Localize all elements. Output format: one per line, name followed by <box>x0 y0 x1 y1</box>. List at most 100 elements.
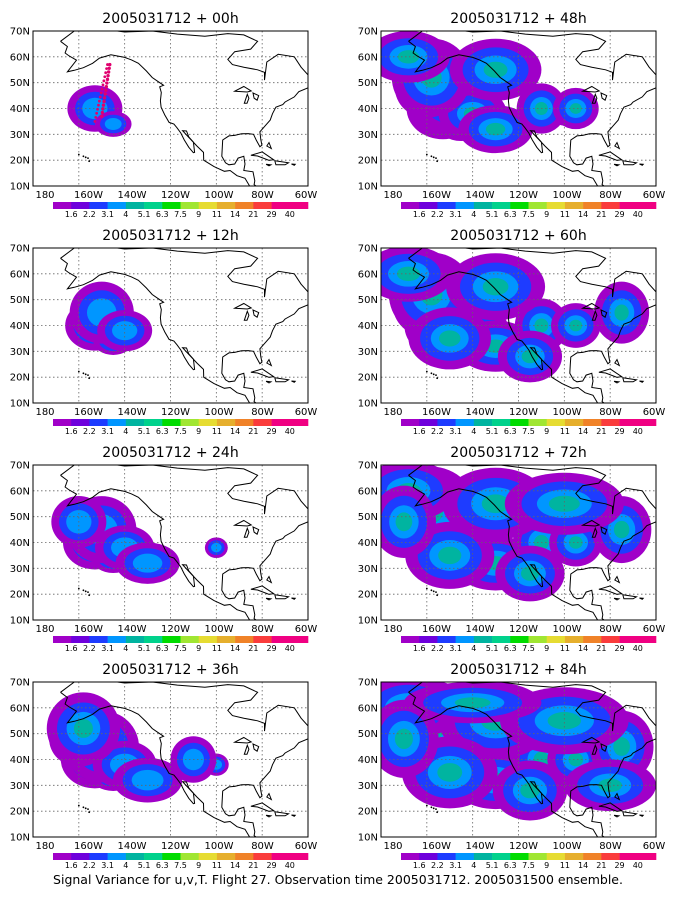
lat-tick-label: 60N <box>10 269 30 280</box>
colorbar-swatch <box>564 853 584 860</box>
graticule <box>33 465 308 620</box>
lon-tick-label: 120W <box>509 190 538 201</box>
variance-contour <box>569 319 583 332</box>
lat-tick-label: 60N <box>10 703 30 714</box>
lon-tick-label: 60W <box>295 624 318 635</box>
variance-contour <box>614 304 629 321</box>
colorbar-swatch <box>125 419 145 426</box>
colorbar-label: 29 <box>614 644 624 653</box>
lat-tick-label: 20N <box>10 373 30 384</box>
map-frame <box>380 464 657 621</box>
variance-contour <box>613 520 630 539</box>
lon-tick-label: 180 <box>35 190 54 201</box>
lat-tick-label: 10N <box>10 399 30 410</box>
colorbar-label: 29 <box>614 427 624 436</box>
colorbar-label: 3.1 <box>101 210 114 219</box>
lon-tick-label: 140W <box>118 841 147 852</box>
colorbar: 1.6 2.2 3.1 4 5.1 6.3 7.5 9 11 14 21 29 40 <box>401 419 657 436</box>
lon-tick-label: 180 <box>35 624 54 635</box>
colorbar-swatch <box>455 636 475 643</box>
colorbar-label: 29 <box>266 427 276 436</box>
colorbar-label: 14 <box>230 210 240 219</box>
lat-tick-label: 60N <box>358 52 378 63</box>
colorbar-swatch <box>473 853 493 860</box>
colorbar-swatch <box>437 636 456 643</box>
colorbar-label: 4 <box>123 861 128 870</box>
colorbar-swatch <box>162 202 181 209</box>
colorbar-label: 5.1 <box>138 644 151 653</box>
colorbar-label: 29 <box>266 210 276 219</box>
colorbar-swatch <box>601 636 620 643</box>
figure-caption: Signal Variance for u,v,T. Flight 27. Ob… <box>53 872 623 887</box>
colorbar-swatch <box>637 853 657 860</box>
lon-tick-label: 60W <box>295 190 318 201</box>
colorbar-label: 4 <box>471 861 476 870</box>
colorbar-swatch <box>198 636 218 643</box>
variance-contour <box>104 118 122 130</box>
graticule <box>33 682 308 837</box>
colorbar-label: 29 <box>614 861 624 870</box>
graticule <box>33 31 308 186</box>
lat-tick-label: 50N <box>358 78 378 89</box>
colorbar-label: 21 <box>596 644 606 653</box>
colorbar-swatch <box>437 202 456 209</box>
colorbar-swatch <box>144 853 163 860</box>
colorbar-swatch <box>125 202 145 209</box>
lat-tick-label: 40N <box>10 755 30 766</box>
colorbar-swatch <box>89 636 108 643</box>
colorbar-label: 29 <box>614 210 624 219</box>
colorbar-label: 9 <box>196 427 201 436</box>
lat-tick-label: 40N <box>358 104 378 115</box>
lon-tick-label: 120W <box>509 841 538 852</box>
colorbar-label: 2.2 <box>83 861 96 870</box>
lat-tick-label: 30N <box>10 130 30 141</box>
colorbar-label: 21 <box>248 427 258 436</box>
coastline <box>60 248 308 403</box>
lon-tick-label: 120W <box>161 624 190 635</box>
colorbar-swatch <box>401 202 420 209</box>
colorbar-swatch <box>53 202 72 209</box>
lat-tick-label: 50N <box>358 512 378 523</box>
variance-contour <box>439 330 461 347</box>
panel-title: 2005031712 + 60h <box>450 228 586 244</box>
variance-contour <box>82 97 108 120</box>
map-frame <box>380 247 657 404</box>
colorbar-label: 21 <box>248 644 258 653</box>
colorbar-swatch <box>583 202 602 209</box>
panel-title: 2005031712 + 24h <box>102 445 238 461</box>
map-panel: 2005031712 + 84h 10N 20N 30N 40N 50N 60N 70N 180… <box>358 662 666 870</box>
lat-tick-label: 70N <box>10 678 30 689</box>
lat-tick-label: 40N <box>358 321 378 332</box>
map-frame <box>380 30 657 187</box>
colorbar-swatch <box>180 636 200 643</box>
lon-tick-label: 160W <box>422 841 451 852</box>
colorbar-swatch <box>198 419 218 426</box>
colorbar-label: 40 <box>633 644 643 653</box>
colorbar-swatch <box>510 419 529 426</box>
map-panel: 2005031712 + 60h 10N 20N 30N 40N 50N 60N 70N 180… <box>358 228 666 436</box>
colorbar-swatch <box>492 202 511 209</box>
colorbar-swatch <box>564 636 584 643</box>
colorbar-label: 2.2 <box>431 644 444 653</box>
colorbar-label: 6.3 <box>504 427 517 436</box>
map-panel: 2005031712 + 00h 10N 20N 30N 40N 50N 60N 70N 180… <box>10 11 318 219</box>
colorbar-swatch <box>619 636 639 643</box>
variance-shading <box>381 248 650 383</box>
colorbar-swatch <box>289 419 309 426</box>
colorbar-label: 2.2 <box>431 210 444 219</box>
colorbar-label: 2.2 <box>431 861 444 870</box>
colorbar-label: 40 <box>633 210 643 219</box>
colorbar-label: 7.5 <box>174 210 187 219</box>
colorbar-label: 7.5 <box>174 644 187 653</box>
lat-tick-label: 50N <box>358 295 378 306</box>
map-frame <box>32 681 309 838</box>
lon-tick-label: 160W <box>74 841 103 852</box>
colorbar-label: 1.6 <box>413 644 426 653</box>
colorbar-swatch <box>107 202 127 209</box>
lon-tick-label: 180 <box>35 407 54 418</box>
colorbar-swatch <box>162 419 181 426</box>
colorbar-label: 14 <box>578 861 588 870</box>
lat-tick-label: 60N <box>358 703 378 714</box>
lon-tick-label: 60W <box>643 841 666 852</box>
colorbar-swatch <box>401 853 420 860</box>
